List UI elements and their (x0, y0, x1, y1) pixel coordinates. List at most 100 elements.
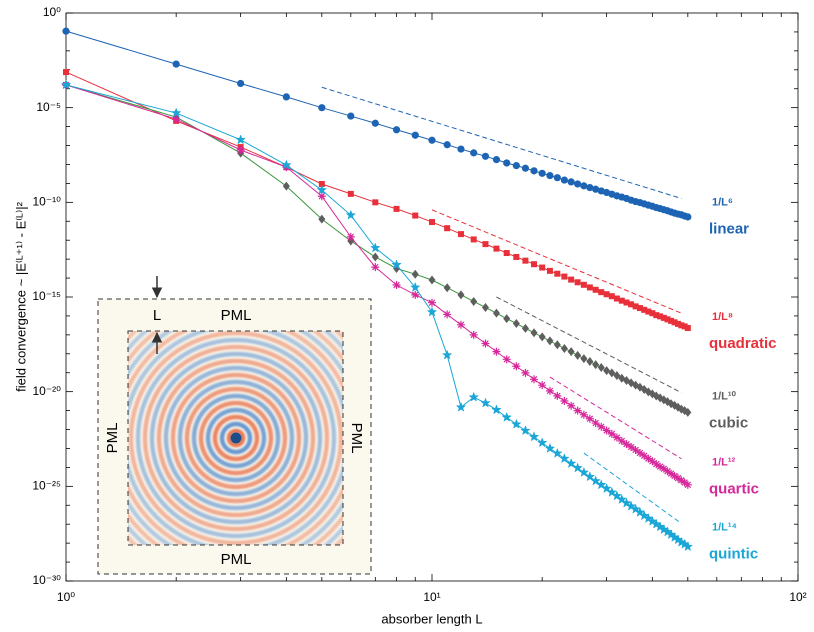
marker (603, 291, 610, 298)
y-tick-label: 10⁻²⁰ (33, 384, 62, 398)
marker (590, 475, 601, 486)
marker (638, 510, 650, 521)
marker (546, 267, 553, 274)
marker (502, 355, 511, 364)
marker (625, 500, 637, 511)
marker (411, 269, 419, 279)
x-axis-label: absorber length L (381, 611, 482, 626)
source-dot (230, 432, 242, 444)
x-tick-label: 10¹ (423, 590, 440, 604)
marker (552, 447, 563, 458)
marker (613, 295, 620, 302)
marker (456, 320, 465, 329)
marker (572, 462, 583, 473)
reference-line (549, 376, 682, 460)
marker (595, 479, 607, 490)
marker (602, 426, 611, 435)
marker (598, 289, 605, 296)
marker (426, 306, 438, 317)
x-tick-label: 10⁰ (57, 590, 75, 604)
marker (573, 406, 582, 415)
marker (172, 60, 180, 68)
marker (657, 313, 664, 320)
marker (443, 283, 451, 293)
marker (512, 318, 520, 328)
marker (640, 451, 649, 460)
marker (677, 476, 686, 485)
y-tick-label: 10⁻²⁵ (32, 479, 61, 493)
marker (318, 104, 326, 112)
marker (236, 146, 245, 155)
marker (628, 301, 635, 308)
marker (371, 263, 380, 272)
inset-inner-box (127, 330, 344, 546)
x-tick-label: 10² (789, 590, 806, 604)
marker (579, 410, 588, 419)
marker (580, 182, 588, 190)
marker (538, 332, 546, 342)
marker (641, 306, 648, 313)
marker (371, 252, 379, 262)
y-tick-label: 10⁻¹⁵ (32, 289, 61, 303)
marker (592, 286, 599, 293)
marker (522, 257, 529, 264)
marker (560, 344, 568, 354)
slope-label: 1/L¹⁰ (712, 391, 737, 403)
marker (528, 431, 540, 442)
marker (553, 340, 561, 350)
marker (346, 232, 355, 241)
marker (393, 205, 400, 212)
marker (392, 126, 401, 134)
marker (282, 93, 290, 101)
marker (539, 264, 546, 271)
marker (678, 322, 685, 329)
marker (482, 241, 489, 248)
marker (585, 414, 594, 423)
slope-label: 1/L¹² (712, 457, 736, 469)
marker (684, 325, 691, 332)
marker (470, 296, 478, 306)
marker (574, 350, 582, 360)
marker (659, 464, 668, 473)
marker (553, 391, 562, 400)
marker (608, 293, 615, 300)
marker (536, 437, 548, 448)
marker (617, 436, 626, 445)
marker (648, 457, 657, 466)
marker (591, 419, 600, 428)
pml-label-bottom: PML (221, 551, 252, 568)
marker (372, 199, 379, 206)
reference-line (321, 86, 682, 199)
marker (318, 180, 325, 187)
marker (559, 453, 570, 464)
marker (345, 209, 357, 220)
marker (391, 259, 402, 270)
marker (521, 368, 530, 377)
marker (237, 79, 245, 88)
marker (601, 483, 612, 494)
series-name: quadratic (709, 335, 777, 352)
marker (457, 145, 465, 153)
slope-label: 1/L⁶ (712, 196, 733, 208)
axes-frame (65, 12, 799, 582)
marker (574, 180, 582, 188)
marker (545, 386, 554, 395)
marker (370, 242, 381, 253)
marker (652, 460, 661, 469)
marker (623, 299, 630, 306)
y-tick-label: 10⁻³⁰ (33, 573, 62, 587)
marker (480, 397, 491, 408)
slope-label: 1/L¹⁴ (712, 521, 737, 533)
series-name: quintic (709, 545, 758, 562)
marker (663, 467, 672, 476)
marker (493, 245, 500, 252)
marker (618, 297, 625, 304)
marker (592, 360, 600, 370)
marker (481, 302, 489, 312)
marker (530, 167, 538, 175)
marker (567, 178, 575, 186)
marker (683, 480, 692, 489)
reference-line (583, 452, 682, 524)
marker (282, 181, 290, 191)
